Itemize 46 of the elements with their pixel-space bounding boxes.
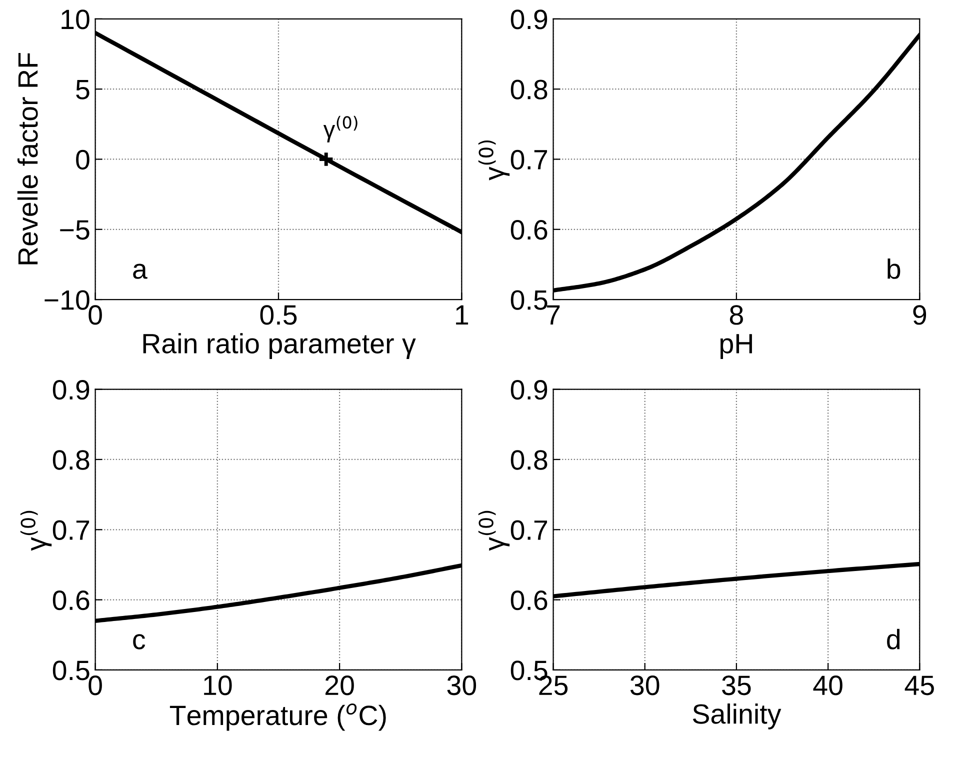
y-tick-label: 0.9: [52, 380, 90, 400]
annotation: b: [888, 258, 900, 279]
x-tick-label: 20: [326, 676, 354, 696]
y-tick-label: 0.6: [510, 220, 548, 240]
y-tick-label: 10: [62, 10, 90, 30]
x-axis-title: Salinity: [692, 703, 782, 730]
y-tick-label: 0.5: [510, 290, 548, 310]
x-tick-label: 45: [904, 676, 934, 696]
y-tick-label: 0.7: [52, 520, 90, 540]
y-tick-label: 0.7: [510, 520, 548, 540]
x-axis-title: pH: [720, 334, 752, 359]
x-tick-label: 0: [88, 676, 102, 696]
x-tick-label: 40: [813, 676, 842, 696]
x-tick-label: 9: [913, 305, 926, 325]
y-axis-title: γ$^{(0)}$: [478, 140, 510, 180]
y-axis-title: Revelle factor RF: [17, 53, 38, 264]
y-axis-title: γ$^{(0)}$: [20, 510, 52, 551]
y-tick-label: 0.8: [52, 450, 90, 470]
x-tick-label: 7: [546, 305, 560, 325]
x-tick-label: 1: [456, 305, 468, 325]
y-tick-label: 0.9: [510, 10, 548, 30]
x-tick-label: 8: [730, 305, 743, 325]
x-axis-title: Temperature ($^{o}$C): [170, 703, 386, 731]
y-tick-label: −10: [44, 290, 90, 310]
annotation: c: [133, 634, 146, 650]
annotation: γ$^{(0)}$: [323, 116, 358, 142]
x-axis-title: Rain ratio parameter γ: [143, 333, 416, 359]
y-tick-label: 0.8: [510, 450, 548, 470]
y-tick-label: 0.9: [510, 380, 548, 400]
y-tick-label: 0.6: [52, 590, 90, 610]
annotation: a: [133, 264, 148, 279]
y-tick-label: 0.8: [510, 80, 548, 100]
y-axis-title: γ$^{(0)}$: [478, 510, 510, 551]
y-tick-label: 0: [76, 150, 90, 170]
x-tick-label: 0.5: [260, 305, 297, 325]
y-tick-label: 0.7: [510, 150, 548, 170]
y-tick-label: 0.5: [52, 660, 90, 680]
x-tick-label: 30: [630, 676, 660, 696]
x-tick-label: 35: [722, 676, 751, 696]
y-tick-label: 5: [76, 80, 90, 100]
x-tick-label: 30: [447, 676, 476, 696]
y-tick-label: 0.6: [510, 590, 548, 610]
annotation: d: [887, 628, 900, 650]
x-tick-label: 0: [88, 305, 102, 325]
x-tick-label: 10: [204, 676, 232, 696]
y-tick-label: −5: [60, 220, 90, 240]
